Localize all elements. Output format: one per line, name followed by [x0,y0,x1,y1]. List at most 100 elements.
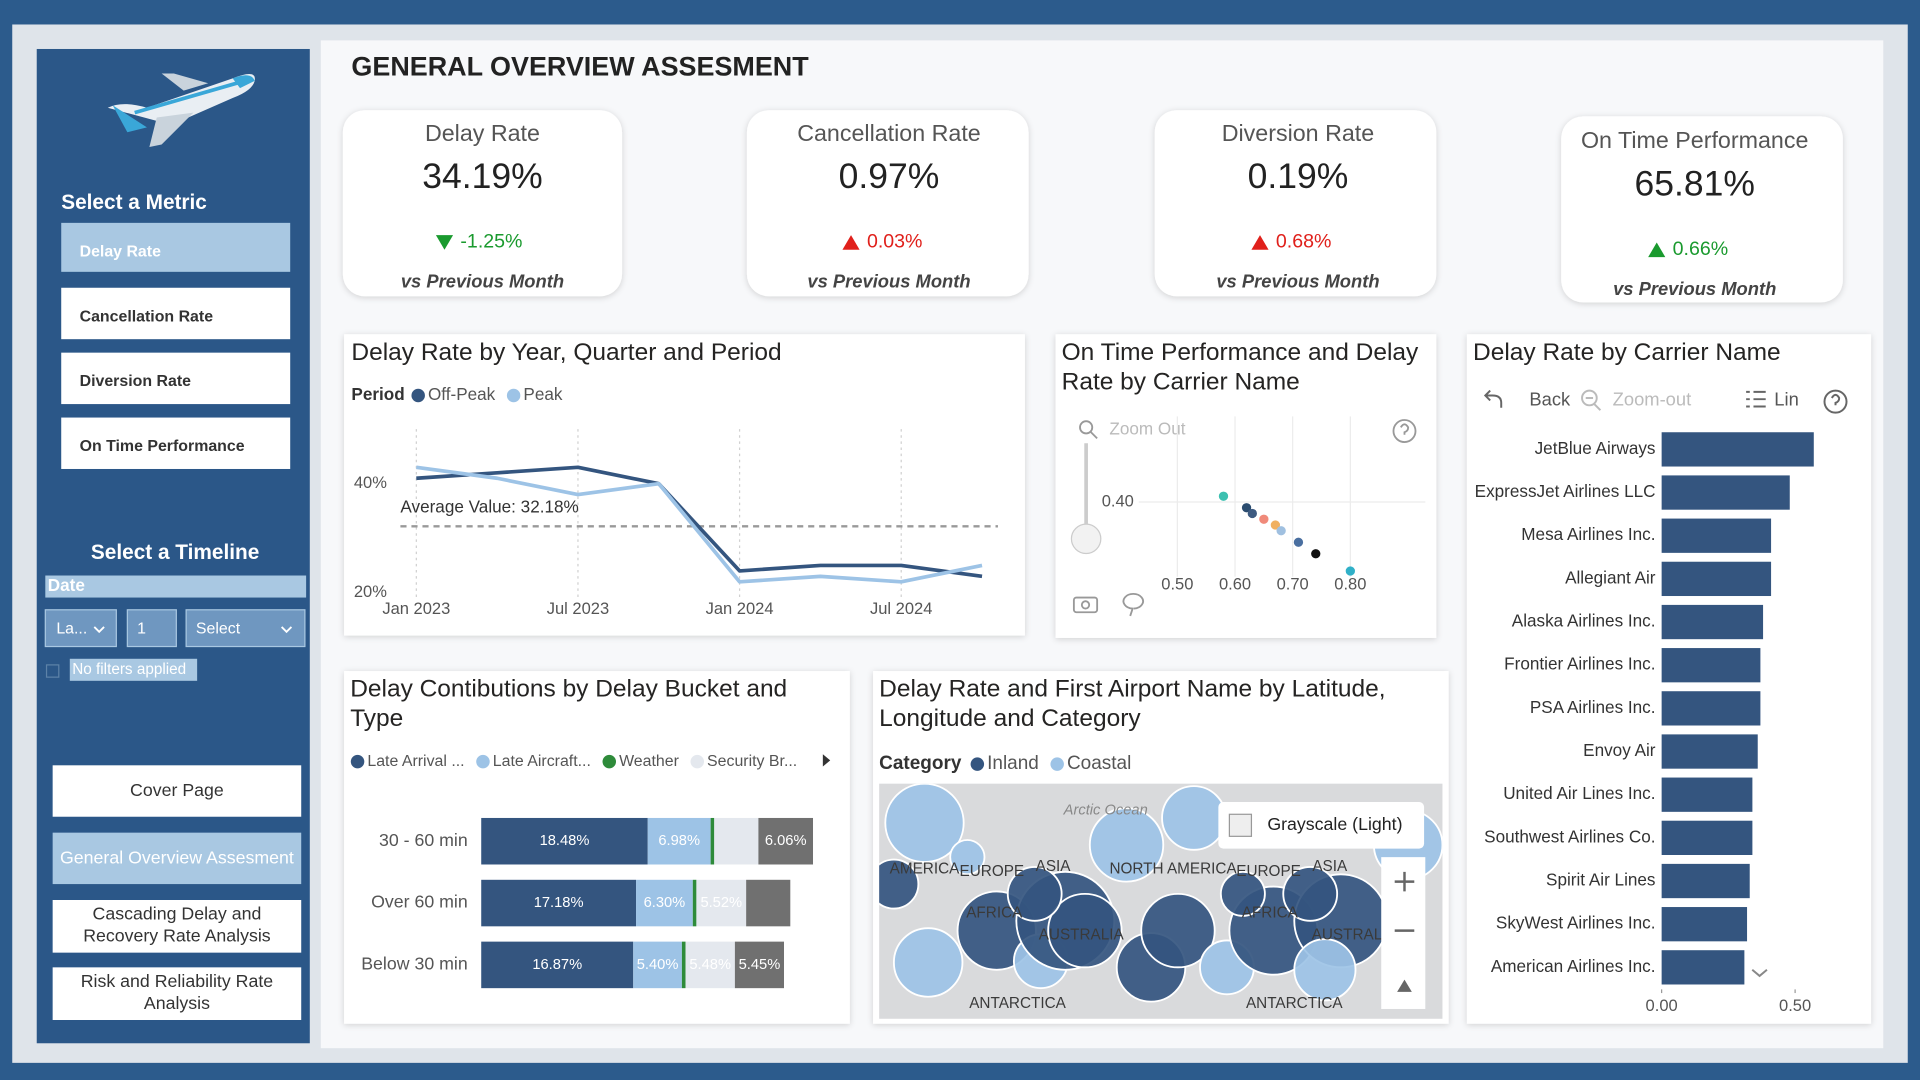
date-control-text: Select [196,621,241,638]
bar [1661,561,1772,597]
x-tick-label: Jul 2024 [870,599,932,618]
kpi-title: Delay Rate [425,120,540,146]
bar-tools [1483,389,1848,978]
legend-label: Peak [523,384,562,404]
kpi-card [1561,116,1843,303]
category-label: Southwest Airlines Co. [1484,826,1655,846]
bar-segment [481,879,637,927]
nav-label-box: Cover Page [130,781,224,801]
metric-button[interactable] [61,352,291,405]
kpi-arrow [842,235,860,250]
bar [1661,950,1745,985]
legend-label: Weather [619,753,680,770]
category-label: JetBlue Airways [1535,438,1656,458]
legend-label: Inland [987,753,1039,774]
bar [1661,734,1758,769]
date-dropdown[interactable] [44,609,117,648]
zoom-slider-knob[interactable] [1070,523,1102,555]
sidebar-heading: Select a Metric [61,191,207,214]
zoom-buttons[interactable] [1394,871,1415,932]
scatter-point [1293,537,1304,547]
legend-marker [350,754,365,769]
timeline-heading: Select a Timeline [91,541,259,564]
nav-button[interactable] [52,832,302,885]
value-label: 17.18% [534,895,584,911]
category-label: Spirit Air Lines [1546,870,1655,890]
value-label: 16.87% [532,957,582,973]
map-bubbles [879,783,1443,1003]
map-label: ANTARCTICA [1246,995,1343,1012]
category-label: ExpressJet Airlines LLC [1475,481,1656,501]
nav-label-box: Cascading Delay and Recovery Rate Analys… [83,905,271,947]
bar-segment [647,817,711,865]
legend-next[interactable] [822,754,831,767]
bar-segment [746,879,791,927]
x-tick-label: 0.50 [1161,575,1193,594]
basemap-icon [1228,813,1253,837]
page-title: GENERAL OVERVIEW ASSESMENT [351,52,809,82]
bar [1661,518,1772,553]
legend-marker [970,757,985,771]
nav-button[interactable] [52,765,302,817]
chart-title: Delay Rate by Year, Quarter and Period [351,339,782,367]
plane-icon [107,73,255,147]
nav-button[interactable] [52,967,302,1020]
date-control-text: 1 [137,621,146,638]
kpi-card [342,110,623,297]
nav-button[interactable] [52,900,302,953]
chart-title: On Time Performance and Delay Rate by Ca… [1061,339,1419,396]
map-label: NORTH AMERICA [1109,860,1237,877]
nav-label: Cover Page [130,781,224,801]
x-tick-label: 0.60 [1219,575,1251,594]
bar-segment [481,817,648,865]
legend-marker [411,388,425,403]
metric-button[interactable] [61,417,291,469]
scatter-point [1247,508,1257,519]
kpi-title: Cancellation Rate [797,120,981,146]
bar-segment [696,879,747,927]
average-label: Average Value: 32.18% [400,496,578,516]
map-label: AMERICA [890,860,960,877]
kpi-arrow [1648,242,1666,258]
chart-title: Delay Rate by Carrier Name [1473,339,1781,367]
metric-button[interactable] [61,222,291,272]
map-bubble [1219,870,1266,917]
nav-label: Risk and Reliability Rate Analysis [80,972,274,1014]
date-dropdown[interactable] [185,609,306,648]
category-label: SkyWest Airlines Inc. [1496,913,1656,933]
map-label: ASIA [1036,858,1072,875]
y-tick-label: 20% [354,582,387,601]
bar-segment [692,879,697,927]
x-tick-label: Jan 2023 [382,599,450,618]
basemap-switch[interactable] [1218,802,1425,849]
metric-label: Delay Rate [80,243,161,260]
legend-marker [476,754,490,769]
map-bubble [1282,866,1339,922]
chart-title: Delay Rate and First Airport Name by Lat… [879,675,1386,733]
metric-button[interactable] [61,287,291,340]
map-bubble [879,858,920,910]
map-bubble [949,839,986,876]
checkbox[interactable] [45,664,60,678]
category-label: Alaska Airlines Inc. [1512,611,1656,631]
date-header [45,575,307,598]
kpi-comparison: vs Previous Month [1613,278,1776,299]
scatter-tools [1072,419,1417,617]
kpi-arrow [1251,235,1269,250]
scatter-point [1218,491,1229,501]
category-label: United Air Lines Inc. [1503,783,1655,803]
legend-marker [690,754,704,769]
legend-marker [602,754,617,769]
x-tick-label: 0.70 [1277,575,1309,594]
date-input[interactable] [126,609,177,648]
bar-segment [734,941,784,989]
reset-button[interactable] [1397,979,1412,992]
map-bubble [1161,785,1227,851]
legend-marker [1050,757,1064,771]
map-bubble [1140,892,1216,969]
toolbar-label: Back [1529,388,1571,409]
kpi-arrow [435,235,454,250]
x-tick-label: 0.00 [1646,996,1678,1015]
filter-status: No filters applied [72,661,186,678]
